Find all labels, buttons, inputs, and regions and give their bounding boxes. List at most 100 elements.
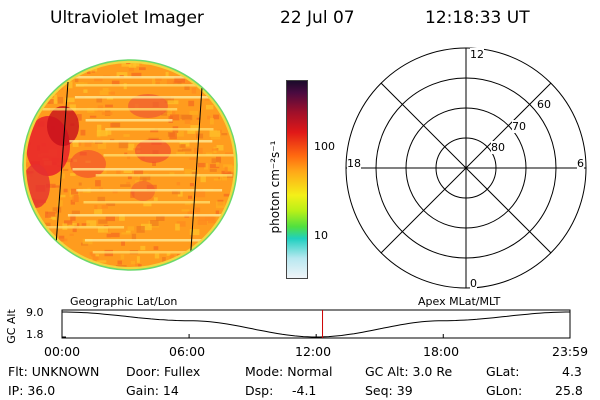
noise-speck — [175, 223, 180, 231]
noise-speck — [219, 174, 227, 181]
noise-speck — [78, 182, 82, 186]
noise-speck — [150, 220, 159, 227]
disc-outline — [22, 59, 238, 271]
detector-stripe — [75, 84, 212, 87]
noise-speck — [134, 170, 144, 176]
noise-speck — [216, 145, 224, 151]
noise-speck — [169, 172, 175, 176]
noise-speck — [189, 229, 200, 236]
noise-speck — [88, 68, 98, 72]
noise-speck — [207, 115, 211, 120]
x-tick-0000: 00:00 — [44, 344, 81, 359]
noise-speck — [116, 169, 121, 175]
noise-speck — [184, 168, 192, 174]
x-tick-1200: 12:00 — [295, 344, 332, 359]
noise-speck — [94, 78, 103, 82]
noise-speck — [194, 147, 203, 154]
status-glon-label: GLon: — [486, 383, 523, 398]
noise-speck — [95, 254, 99, 257]
disc-edge-yellow — [23, 60, 237, 270]
noise-speck — [82, 238, 93, 245]
detector-stripe — [105, 128, 214, 131]
noise-speck — [67, 81, 73, 89]
noise-speck — [216, 201, 225, 209]
noise-speck — [169, 254, 175, 261]
noise-speck — [98, 219, 108, 224]
strip-frame — [61, 309, 571, 339]
noise-speck — [182, 148, 192, 152]
noise-speck — [139, 174, 151, 181]
noise-speck — [126, 181, 130, 185]
detector-stripe — [72, 168, 184, 171]
noise-speck — [156, 216, 165, 221]
status-mode: Mode: Normal — [245, 364, 333, 379]
strip-left-title: Geographic Lat/Lon — [70, 295, 178, 308]
detector-stripe — [69, 140, 213, 143]
noise-speck — [184, 119, 191, 124]
noise-speck — [72, 228, 77, 233]
noise-speck — [57, 200, 63, 207]
noise-speck — [71, 188, 79, 195]
noise-speck — [46, 183, 56, 188]
noise-speck — [128, 67, 134, 72]
instrument-title: Ultraviolet Imager — [50, 8, 204, 28]
x-tick-2359: 23:59 — [552, 344, 589, 359]
noise-speck — [188, 100, 195, 107]
colorbar — [286, 80, 308, 279]
colorbar-tick-10: 10 — [314, 229, 328, 242]
noise-speck — [154, 81, 160, 86]
noise-speck — [138, 264, 142, 268]
noise-speck — [209, 130, 221, 137]
lat-label-60: 60 — [537, 98, 551, 111]
noise-speck — [195, 190, 206, 198]
noise-speck — [47, 94, 57, 102]
noise-speck — [111, 122, 121, 128]
noise-speck — [105, 216, 115, 222]
status-dsp-value: -4.1 — [292, 383, 317, 398]
detector-stripe — [103, 154, 237, 157]
noise-speck — [176, 151, 185, 156]
strip-ticks — [61, 311, 571, 338]
mlt-label-18: 18 — [347, 157, 361, 170]
noise-speck — [227, 165, 236, 172]
detector-stripe — [85, 119, 173, 122]
noise-speck — [170, 114, 180, 121]
detector-stripe — [83, 201, 210, 204]
noise-speck — [184, 84, 190, 90]
noise-speck — [121, 241, 125, 246]
noise-speck — [92, 254, 99, 262]
noise-speck — [136, 226, 145, 233]
status-dsp-label: Dsp: — [245, 383, 274, 398]
noise-speck — [87, 70, 91, 74]
status-gc-alt: GC Alt: 3.0 Re — [365, 364, 453, 379]
noise-speck — [131, 72, 142, 78]
lat-label-70: 70 — [512, 120, 526, 133]
noise-speck — [221, 133, 228, 136]
noise-speck — [173, 130, 184, 137]
detector-stripe — [42, 108, 178, 111]
mlt-label-12: 12 — [470, 48, 484, 61]
noise-speck — [80, 129, 86, 136]
noise-speck — [210, 137, 221, 140]
noise-speck — [123, 134, 130, 137]
noise-speck — [97, 142, 107, 149]
noise-speck — [200, 176, 206, 183]
noise-speck — [117, 260, 122, 265]
noise-speck — [187, 129, 196, 134]
status-gain: Gain: 14 — [126, 383, 179, 398]
noise-speck — [101, 205, 108, 209]
noise-speck — [70, 173, 76, 176]
detector-stripe — [67, 76, 237, 79]
noise-speck — [197, 219, 207, 225]
noise-speck — [65, 97, 75, 103]
noise-speck — [199, 214, 210, 221]
noise-speck — [150, 129, 159, 133]
detector-stripe — [30, 226, 125, 229]
noise-speck — [94, 209, 103, 214]
noise-speck — [97, 124, 102, 132]
noise-speck — [116, 72, 128, 77]
noise-speck — [180, 114, 192, 119]
noise-speck — [130, 260, 135, 265]
noise-speck — [106, 202, 116, 207]
